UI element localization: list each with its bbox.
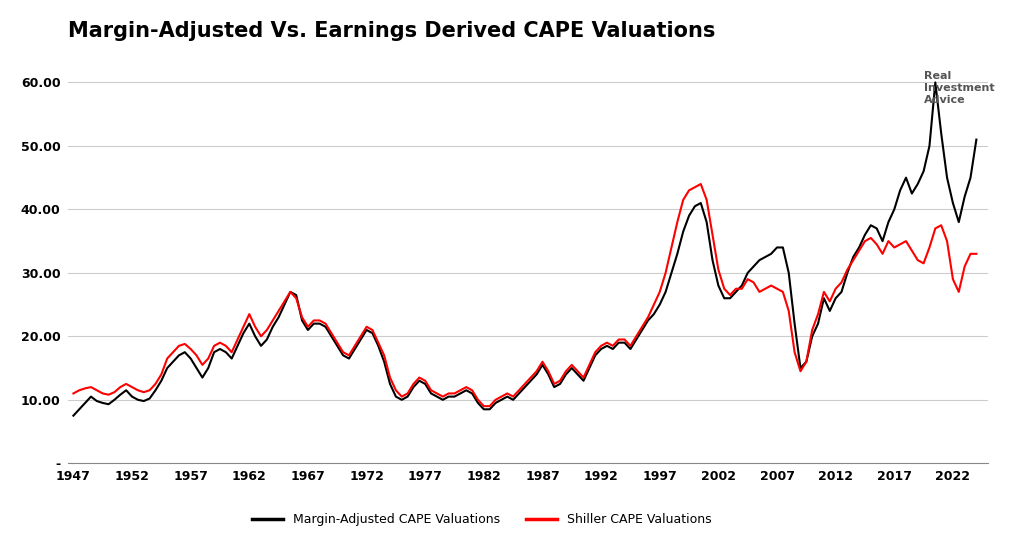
Legend: Margin-Adjusted CAPE Valuations, Shiller CAPE Valuations: Margin-Adjusted CAPE Valuations, Shiller…: [247, 508, 717, 531]
Text: Real
Investment
Advice: Real Investment Advice: [924, 71, 994, 105]
Text: Margin-Adjusted Vs. Earnings Derived CAPE Valuations: Margin-Adjusted Vs. Earnings Derived CAP…: [68, 21, 715, 41]
